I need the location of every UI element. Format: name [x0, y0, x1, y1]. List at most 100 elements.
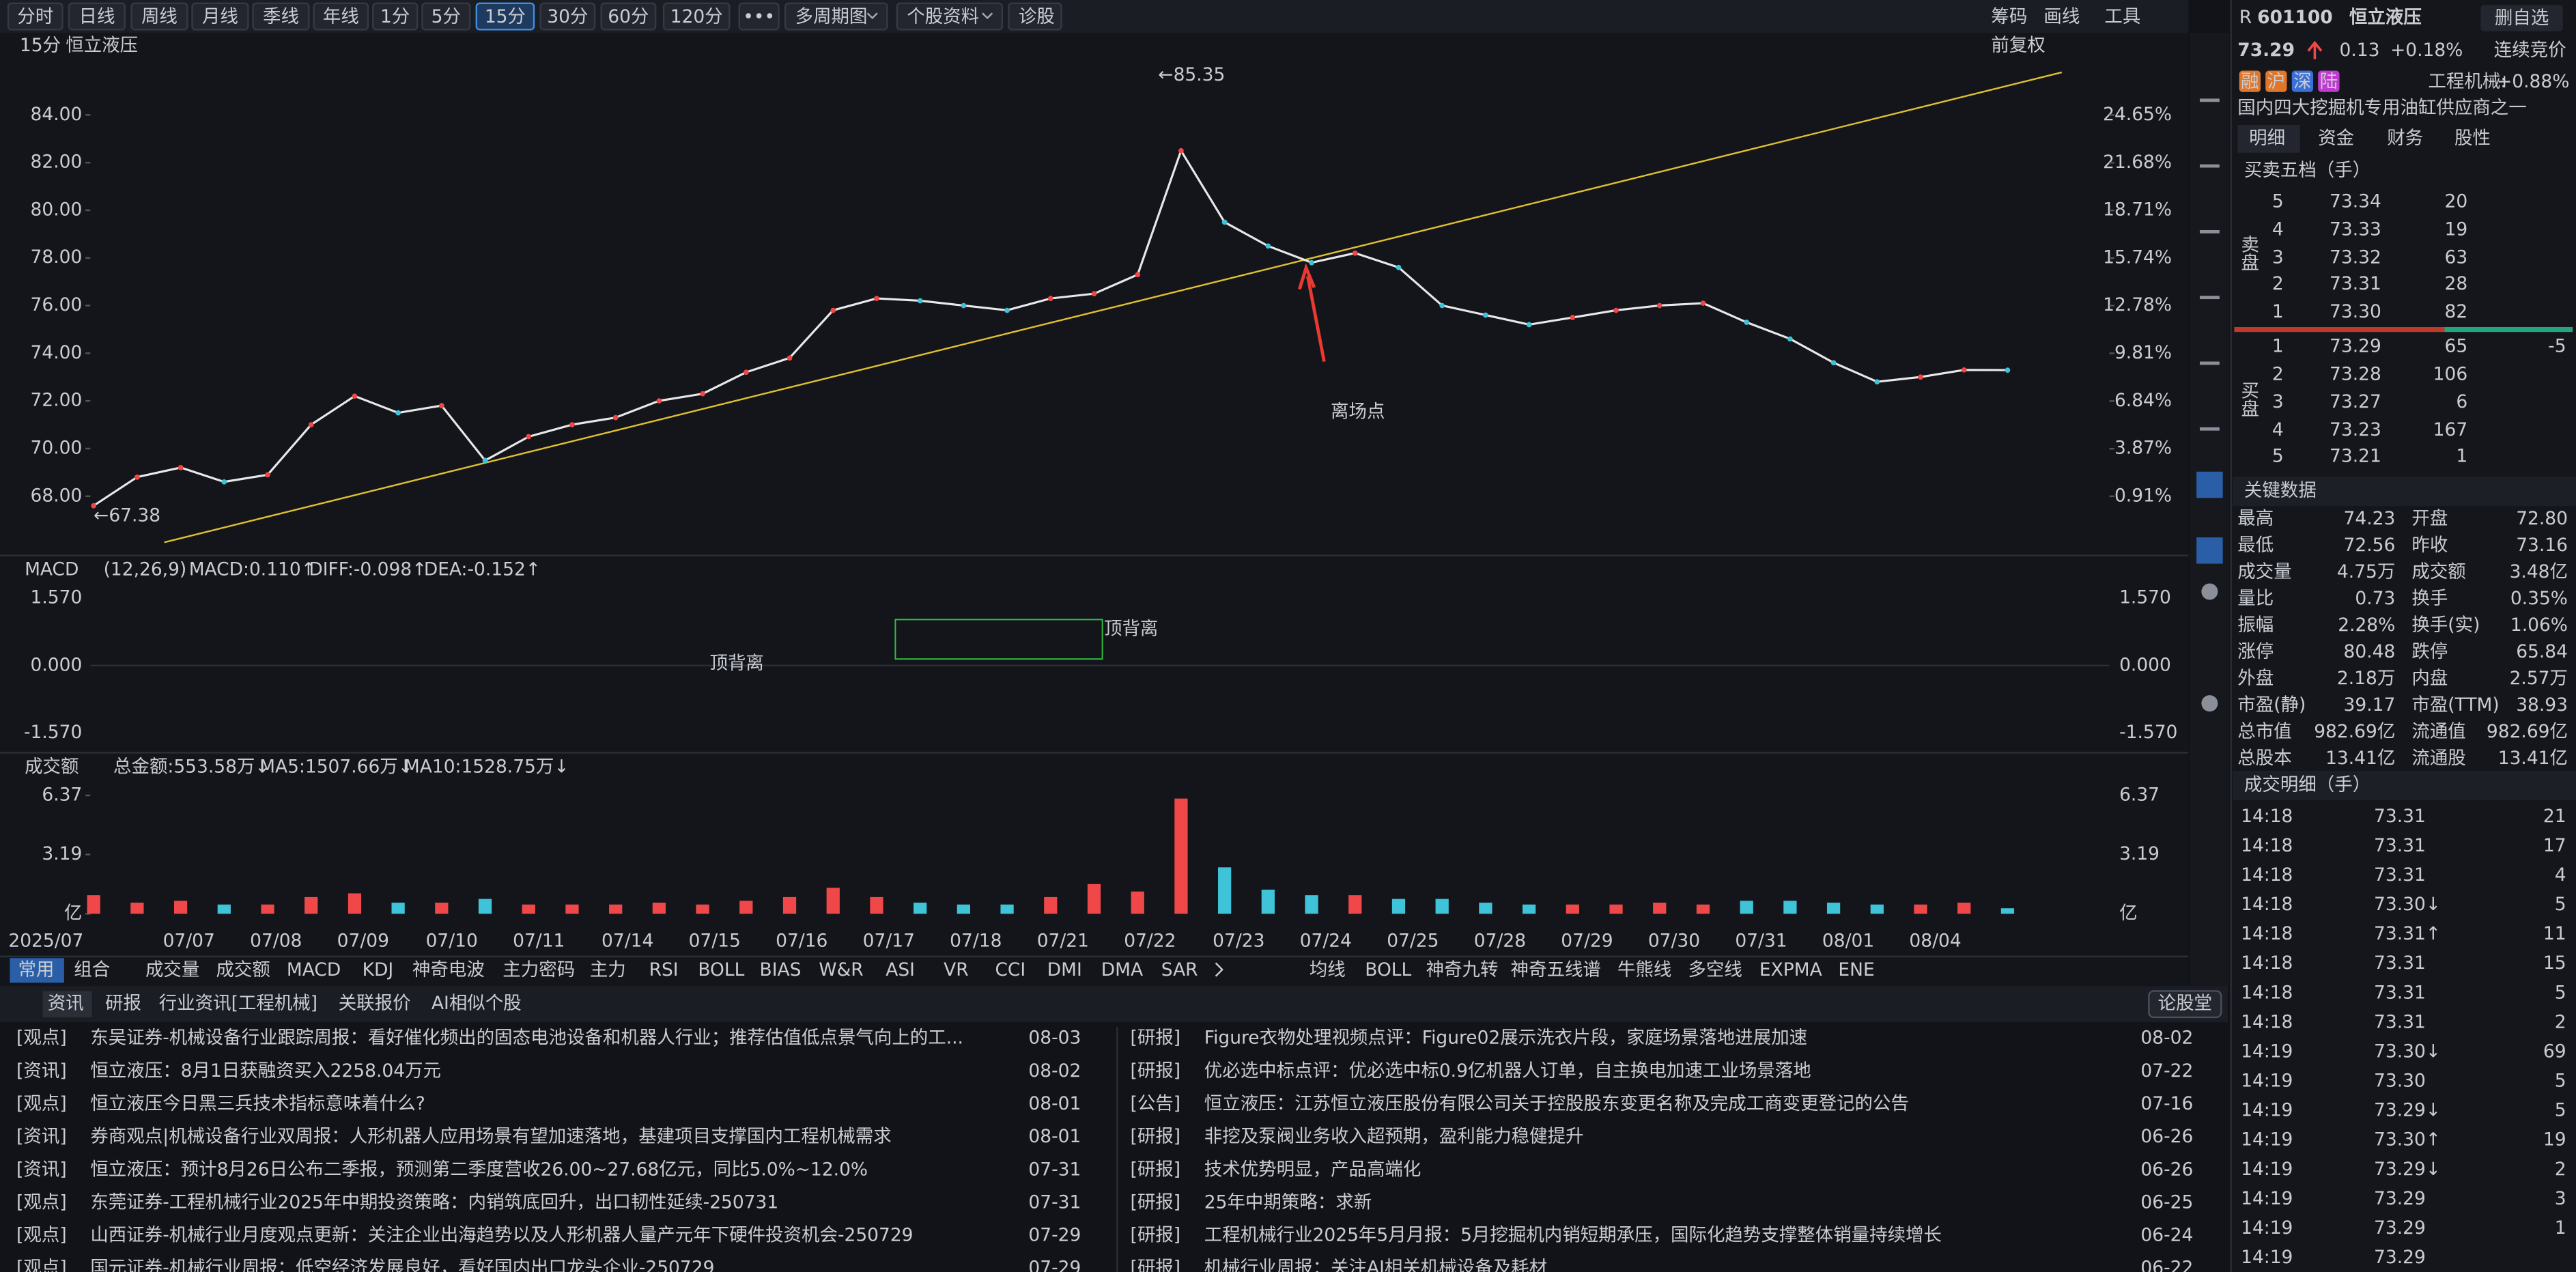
key-label: 总市值 — [2237, 721, 2291, 742]
overlay-tab[interactable]: 均线 — [1310, 959, 1346, 980]
period-tab[interactable]: 30分 — [547, 6, 588, 27]
forum-bg[interactable] — [2148, 990, 2222, 1019]
divergence-label: 顶背离 — [710, 653, 764, 674]
overlay-tab[interactable]: EXPMA — [1759, 959, 1822, 980]
indicator-tab[interactable]: DMA — [1101, 959, 1143, 980]
news-title[interactable]: 东吴证券-机械设备行业跟踪周报：看好催化频出的固态电池设备和机器人行业；推荐估值… — [90, 1028, 963, 1049]
tool-button[interactable]: 筹码 — [1991, 6, 2027, 27]
period-tab[interactable]: 60分 — [608, 6, 649, 27]
menu-bg[interactable] — [896, 2, 1004, 31]
period-tab-bg[interactable] — [313, 2, 369, 31]
indicator-tab[interactable]: SAR — [1161, 959, 1198, 980]
indicator-tab[interactable]: 成交量 — [145, 959, 199, 980]
period-tab-bg[interactable] — [738, 2, 780, 31]
quote-tab[interactable]: 财务 — [2387, 128, 2423, 149]
period-tab[interactable]: 周线 — [141, 6, 178, 27]
news-title[interactable]: 恒立液压：江苏恒立液压股份有限公司关于控股股东变更名称及完成工商变更登记的公告 — [1204, 1093, 1909, 1114]
news-title[interactable]: 券商观点|机械设备行业双周报：人形机器人应用场景有望加速落地，基建项目支撑国内工… — [90, 1126, 891, 1147]
news-title[interactable]: 恒立液压：预计8月26日公布二季报，预测第二季度营收26.00~27.68亿元，… — [90, 1159, 868, 1180]
indicator-tab[interactable]: ASI — [886, 959, 915, 980]
indicator-tab[interactable]: 主力密码 — [503, 959, 575, 980]
period-tab-bg[interactable] — [600, 2, 657, 31]
period-tab[interactable]: 月线 — [202, 6, 238, 27]
tool-button[interactable]: 画线 — [2043, 6, 2080, 27]
period-tab-bg[interactable] — [68, 2, 126, 31]
indicator-tab[interactable]: DMI — [1047, 959, 1082, 980]
remove-button[interactable]: 删自选 — [2495, 8, 2549, 29]
group-tab-bg[interactable] — [10, 958, 64, 983]
news-title[interactable]: 恒立液压：8月1日获融资买入2258.04万元 — [90, 1060, 441, 1082]
period-tab[interactable]: 年线 — [323, 6, 359, 27]
key-label: 换手 — [2411, 588, 2448, 609]
news-tab-active[interactable] — [42, 991, 92, 1017]
news-title[interactable]: 东莞证券-工程机械行业2025年中期投资策略：内销筑底回升，出口韧性延续-250… — [90, 1191, 778, 1213]
period-tab[interactable]: 1分 — [380, 6, 410, 27]
overlay-tab[interactable]: 神奇五线谱 — [1511, 959, 1601, 980]
overlay-tab[interactable]: ENE — [1838, 959, 1874, 980]
forum-button[interactable]: 论股堂 — [2158, 993, 2212, 1014]
overlay-tab[interactable]: BOLL — [1365, 959, 1411, 980]
period-tab[interactable]: 日线 — [79, 6, 115, 27]
menu-bg[interactable] — [784, 2, 888, 31]
indicator-name[interactable]: MACD — [25, 559, 79, 580]
key-value: 72.80 — [2516, 508, 2568, 529]
news-tab[interactable]: 行业资讯[工程机械] — [159, 993, 317, 1014]
overlay-tab[interactable]: 牛熊线 — [1617, 959, 1671, 980]
period-tab[interactable]: 季线 — [263, 6, 299, 27]
period-tab-bg[interactable] — [252, 2, 310, 31]
period-tab[interactable]: 15分 — [485, 6, 526, 27]
quote-tab[interactable]: 资金 — [2318, 128, 2354, 149]
indicator-tab[interactable]: 主力 — [590, 959, 626, 980]
indicator-tab[interactable]: BOLL — [698, 959, 744, 980]
overlay-tab[interactable]: 多空线 — [1688, 959, 1742, 980]
group-tab[interactable]: 常用 — [18, 959, 54, 980]
period-tab[interactable]: 120分 — [670, 6, 723, 27]
overlay-tab[interactable]: 神奇九转 — [1426, 959, 1499, 980]
news-title[interactable]: 工程机械行业2025年5月月报：5月挖掘机内销短期承压，国际化趋势支撑整体销量持… — [1204, 1225, 1942, 1246]
period-tab-bg[interactable] — [475, 2, 535, 31]
period-tab[interactable]: 分时 — [17, 6, 53, 27]
news-tab[interactable]: 研报 — [105, 993, 141, 1014]
news-tab[interactable]: 资讯 — [48, 993, 84, 1014]
remove-bg[interactable] — [2480, 5, 2563, 31]
group-tab[interactable]: 组合 — [74, 959, 110, 980]
indicator-tab[interactable]: 神奇电波 — [412, 959, 485, 980]
news-title[interactable]: 非挖及泵阀业务收入超预期，盈利能力稳健提升 — [1204, 1126, 1584, 1147]
news-tab[interactable]: 关联报价 — [339, 993, 411, 1014]
indicator-tab[interactable]: 成交额 — [216, 959, 270, 980]
period-tab[interactable]: 5分 — [431, 6, 461, 27]
period-tab-bg[interactable] — [539, 2, 596, 31]
news-tab[interactable]: AI相似个股 — [431, 993, 522, 1014]
indicator-name[interactable]: 成交额 — [25, 757, 79, 778]
news-title[interactable]: 机械行业周报：关注AI相关机械设备及耗材 — [1204, 1258, 1547, 1272]
menu[interactable]: 个股资料 — [907, 6, 979, 27]
quote-tab[interactable]: 明细 — [2249, 128, 2285, 149]
indicator-tab[interactable]: W&R — [819, 959, 863, 980]
indicator-tab[interactable]: RSI — [649, 959, 679, 980]
news-title[interactable]: 恒立液压今日黑三兵技术指标意味着什么? — [90, 1093, 425, 1114]
period-tab-bg[interactable] — [191, 2, 249, 31]
quote-tab[interactable]: 股性 — [2454, 128, 2491, 149]
period-tab-bg[interactable] — [7, 2, 63, 31]
tool-button[interactable]: 工具 — [2104, 6, 2140, 27]
news-title[interactable]: 25年中期策略：求新 — [1204, 1191, 1372, 1213]
menu[interactable]: 多周期图 — [795, 6, 868, 27]
period-tab[interactable]: ••• — [743, 6, 775, 27]
period-tab-bg[interactable] — [372, 2, 419, 31]
news-title[interactable]: 国元证券-机械行业周报：低空经济发展良好，看好国内出口龙头企业-250729 — [90, 1258, 714, 1272]
period-tab-bg[interactable] — [130, 2, 188, 31]
indicator-tab[interactable]: BIAS — [760, 959, 802, 980]
news-title[interactable]: Figure衣物处理视频点评：Figure02展示洗衣片段，家庭场景落地进展加速 — [1204, 1028, 1807, 1049]
news-title[interactable]: 优必选中标点评：优必选中标0.9亿机器人订单，自主换电加速工业场景落地 — [1204, 1060, 1811, 1082]
period-tab-bg[interactable] — [421, 2, 471, 31]
news-title[interactable]: 技术优势明显，产品高端化 — [1204, 1159, 1421, 1180]
indicator-tab[interactable]: KDJ — [363, 959, 394, 980]
menu-bg[interactable] — [1008, 2, 1062, 31]
indicator-tab[interactable]: VR — [944, 959, 968, 980]
indicator-tab[interactable]: CCI — [995, 959, 1025, 980]
period-tab-bg[interactable] — [662, 2, 731, 31]
icon — [2199, 164, 2220, 168]
news-title[interactable]: 山西证券-机械行业月度观点更新：关注企业出海趋势以及人形机器人量产元年下硬件投资… — [90, 1225, 913, 1246]
menu[interactable]: 诊股 — [1019, 6, 1055, 27]
indicator-tab[interactable]: MACD — [287, 959, 341, 980]
